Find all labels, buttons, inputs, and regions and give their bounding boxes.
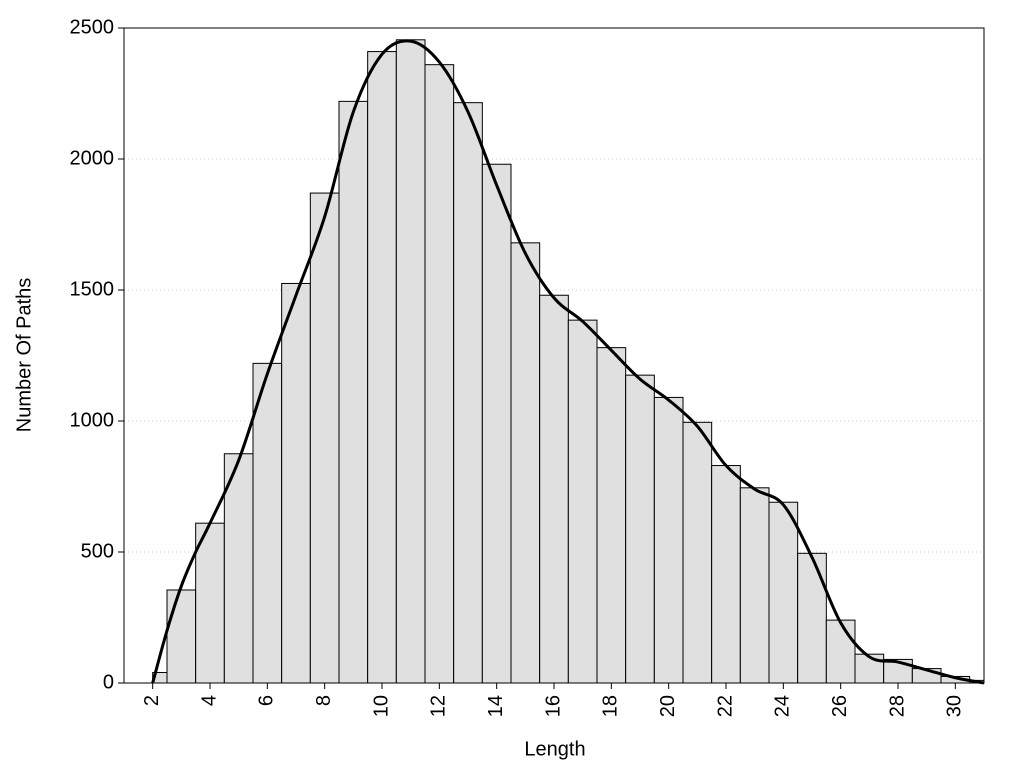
bar <box>825 619 856 684</box>
bar <box>195 522 225 684</box>
bar <box>395 39 426 684</box>
bar <box>653 396 684 684</box>
x-tick-label: 24 <box>772 695 794 717</box>
x-tick-label: 26 <box>829 695 851 717</box>
bar <box>567 319 598 684</box>
x-tick-label: 2 <box>141 695 163 706</box>
y-tick-label: 1000 <box>70 409 115 431</box>
bar <box>797 552 827 684</box>
bar <box>711 465 741 684</box>
bar <box>252 362 283 684</box>
bar <box>625 374 655 684</box>
x-tick-label: 6 <box>256 695 278 706</box>
bar <box>453 102 483 684</box>
y-tick-label: 0 <box>103 671 114 693</box>
bar <box>367 51 397 684</box>
x-tick-label: 12 <box>428 695 450 717</box>
bar <box>338 100 369 684</box>
bar <box>424 64 455 684</box>
bar <box>481 163 512 684</box>
x-tick-label: 28 <box>886 695 908 717</box>
x-tick-label: 4 <box>198 695 220 706</box>
x-tick-label: 18 <box>600 695 622 717</box>
y-axis-label: Number Of Paths <box>13 278 35 433</box>
y-tick-label: 2500 <box>70 16 115 38</box>
x-tick-label: 8 <box>313 695 335 706</box>
x-tick-label: 10 <box>370 695 392 717</box>
density-line <box>151 39 985 685</box>
x-tick-label: 30 <box>944 695 966 717</box>
bar <box>510 242 541 684</box>
x-tick-label: 14 <box>485 695 507 717</box>
bar <box>166 589 197 684</box>
bar <box>596 347 627 684</box>
bar <box>768 501 799 684</box>
x-axis-label: Length <box>524 738 585 760</box>
y-tick-label: 1500 <box>70 278 115 300</box>
bar <box>309 192 340 684</box>
x-tick-label: 22 <box>714 695 736 717</box>
bar <box>281 282 311 684</box>
x-tick-label: 20 <box>657 695 679 717</box>
y-tick-label: 2000 <box>70 147 115 169</box>
x-tick-label: 16 <box>542 695 564 717</box>
bar <box>223 453 254 684</box>
bar <box>539 294 569 684</box>
bar <box>739 487 770 684</box>
bar <box>682 421 713 684</box>
plot-frame <box>123 27 985 684</box>
y-tick-label: 500 <box>81 540 114 562</box>
